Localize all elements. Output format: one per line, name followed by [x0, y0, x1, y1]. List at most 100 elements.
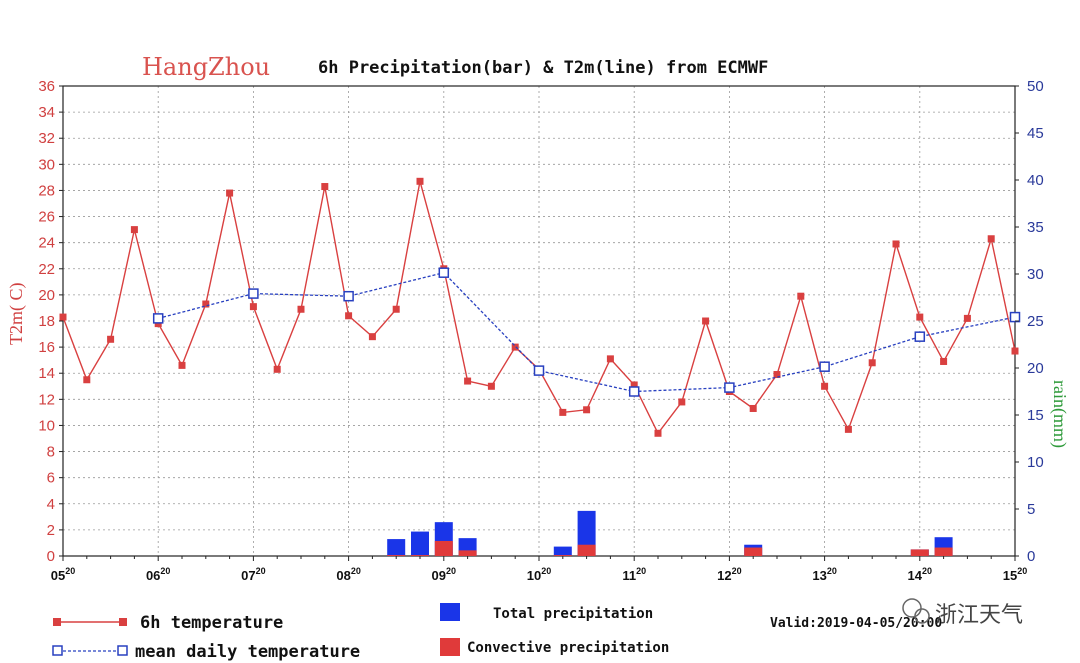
- y-right-tick-label: 20: [1027, 360, 1044, 377]
- temperature-6h-point: [178, 361, 186, 369]
- y-right-tick-label: 50: [1027, 78, 1044, 95]
- y-left-tick-label: 0: [47, 548, 55, 565]
- x-tick-label: 0720: [241, 566, 265, 583]
- mean-daily-temperature-point: [343, 290, 354, 302]
- y-left-tick-label: 22: [38, 261, 55, 278]
- bar-convective-precipitation: [744, 547, 763, 556]
- mean-daily-temperature-point: [914, 331, 926, 342]
- temperature-6h-point: [249, 303, 257, 311]
- temperature-6h-point: [416, 177, 424, 185]
- y-left-tick-label: 4: [47, 496, 55, 513]
- y-axis-right-label: rain(mm): [1049, 380, 1070, 448]
- bar-total-precipitation: [411, 531, 429, 556]
- y-left-tick-label: 8: [47, 444, 55, 461]
- temperature-6h-point: [702, 317, 710, 325]
- temperature-6h-point: [678, 398, 686, 406]
- y-right-tick-label: 0: [1027, 548, 1035, 565]
- temperature-6h-point: [273, 365, 281, 373]
- temperature-6h-point: [821, 382, 829, 390]
- legend-total-swatch: [440, 603, 460, 621]
- x-tick-label: 1320: [812, 566, 836, 583]
- y-right-tick-label: 45: [1027, 125, 1044, 142]
- legend-temp6h-marker-left: [53, 618, 61, 626]
- temperature-6h-point: [630, 381, 638, 389]
- temperature-6h-point: [559, 408, 567, 416]
- mean-daily-temperature-point: [819, 361, 830, 372]
- chart-title-text: 6h Precipitation(bar) & T2m(line) from E…: [318, 58, 768, 78]
- bar-total-precipitation: [387, 539, 406, 556]
- x-tick-label: 0920: [432, 566, 456, 583]
- mean-daily-temperature-point: [628, 386, 640, 397]
- x-tick-label: 1020: [527, 566, 551, 583]
- x-tick-label: 1220: [717, 566, 741, 583]
- temperature-6h-point: [892, 240, 900, 248]
- y-left-tick-label: 2: [47, 522, 55, 539]
- x-tick-label: 0520: [51, 566, 75, 583]
- chart-title: HangZhou 6h Precipitation(bar) & T2m(lin…: [142, 53, 768, 81]
- y-left-tick-label: 6: [47, 470, 55, 487]
- temperature-6h-point: [963, 314, 971, 322]
- temperature-6h-point: [1011, 347, 1019, 355]
- mean-daily-temperature-point: [1009, 311, 1021, 323]
- temperature-6h-point: [654, 429, 662, 437]
- y-left-tick-label: 18: [38, 313, 55, 330]
- temperature-6h-point: [107, 335, 115, 343]
- axis-ticks: 0246810121416182022242628303234360510152…: [38, 78, 1043, 583]
- bar-convective-precipitation: [411, 555, 429, 556]
- watermark-text: 浙江天气: [935, 603, 1023, 628]
- precipitation-bars: [387, 510, 953, 556]
- temperature-6h-point: [773, 371, 781, 379]
- mean-daily-temperature-point: [248, 288, 259, 299]
- mean-daily-temperature-point: [533, 365, 545, 376]
- watermark-icon-small: [914, 608, 930, 624]
- y-left-tick-label: 26: [38, 209, 55, 226]
- bar-total-precipitation: [553, 546, 572, 556]
- legend-mean-marker-right: [117, 645, 128, 656]
- temperature-6h-point: [940, 357, 948, 365]
- y-right-tick-label: 5: [1027, 501, 1035, 518]
- y-right-tick-label: 25: [1027, 313, 1044, 330]
- bar-convective-precipitation: [387, 555, 406, 556]
- y-left-tick-label: 36: [38, 78, 55, 95]
- legend-mean-marker-left: [52, 645, 63, 656]
- city-name: HangZhou: [142, 53, 270, 81]
- temperature-6h-point: [464, 377, 472, 385]
- x-tick-label: 1120: [622, 566, 646, 583]
- y-left-tick-label: 12: [38, 391, 55, 408]
- temperature-6h-point: [916, 313, 924, 321]
- y-left-tick-label: 16: [38, 339, 55, 356]
- temperature-6h-point: [130, 226, 138, 234]
- temperature-6h-point: [368, 333, 376, 341]
- temperature-6h-point: [392, 305, 400, 313]
- y-right-tick-label: 30: [1027, 266, 1044, 283]
- mean-daily-temperature-line: [158, 271, 1016, 393]
- y-right-tick-label: 10: [1027, 454, 1044, 471]
- bar-convective-precipitation: [458, 550, 477, 556]
- y-right-tick-label: 15: [1027, 407, 1044, 424]
- x-tick-label: 1520: [1003, 566, 1027, 583]
- valid-time: Valid:2019-04-05/20:00: [770, 616, 942, 631]
- y-left-tick-label: 30: [38, 156, 55, 173]
- y-left-tick-label: 14: [38, 365, 55, 382]
- bar-convective-precipitation: [434, 540, 453, 556]
- x-tick-label: 0620: [146, 566, 170, 583]
- legend-temp6h-marker-right: [119, 618, 127, 626]
- grid-lines: [63, 86, 1015, 556]
- bar-convective-precipitation: [910, 549, 929, 556]
- y-left-tick-label: 24: [38, 235, 55, 252]
- temperature-6h-point: [297, 305, 305, 313]
- temperature-6h-point: [59, 313, 67, 321]
- legend-temp6h-label: 6h temperature: [140, 613, 283, 633]
- mean-daily-temperature-point: [152, 313, 164, 324]
- temperature-6h-point: [797, 292, 805, 300]
- y-left-tick-label: 20: [38, 287, 55, 304]
- bar-convective-precipitation: [577, 544, 596, 556]
- x-tick-label: 1420: [908, 566, 932, 583]
- temperature-6h-point: [226, 189, 234, 197]
- y-axis-left-label: T2m( C): [6, 283, 27, 346]
- mean-daily-temperature-point: [724, 382, 735, 393]
- y-left-tick-label: 28: [38, 182, 55, 199]
- temperature-lines: [59, 177, 1021, 437]
- mean-daily-temperature-point: [438, 267, 450, 278]
